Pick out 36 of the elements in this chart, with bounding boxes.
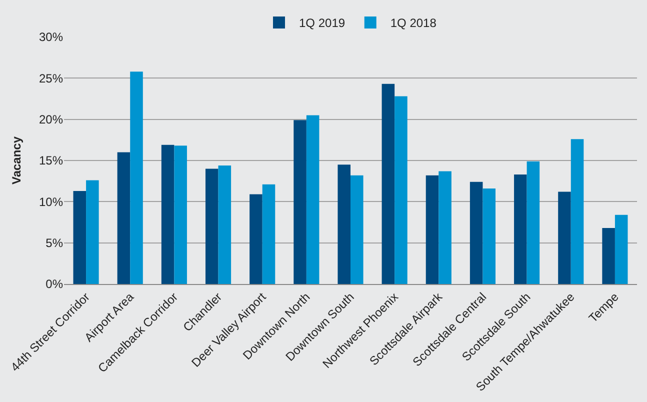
bar [602, 228, 615, 284]
bar [526, 161, 540, 284]
y-tick-label: 0% [46, 277, 64, 292]
bar [161, 144, 174, 284]
bar [570, 139, 584, 284]
bar [73, 190, 86, 284]
legend-label: 1Q 2018 [390, 16, 437, 30]
bar [394, 96, 408, 284]
bar [294, 120, 306, 284]
bar [117, 152, 130, 284]
bar [558, 192, 571, 284]
y-tick-label: 5% [46, 236, 64, 250]
bar [130, 72, 143, 284]
y-axis-title: Vacancy [9, 136, 24, 185]
bar [205, 168, 218, 284]
bar [614, 214, 628, 284]
bar [250, 194, 262, 284]
y-tick-label: 20% [38, 112, 64, 127]
bar [350, 175, 364, 284]
bar [482, 188, 496, 284]
legend-label: 1Q 2019 [299, 16, 346, 30]
bar [338, 164, 350, 284]
bar [86, 180, 99, 284]
bar [174, 146, 187, 284]
y-tick-label: 10% [38, 194, 64, 209]
bar [306, 115, 320, 284]
bar [438, 171, 452, 284]
bar [470, 182, 483, 284]
bar [218, 165, 232, 284]
bar [426, 175, 439, 284]
bar [514, 174, 527, 284]
y-tick-label: 30% [38, 30, 64, 44]
y-tick-label: 25% [38, 71, 64, 86]
y-tick-label: 15% [38, 154, 64, 168]
bar [262, 184, 276, 284]
bar [382, 84, 395, 284]
